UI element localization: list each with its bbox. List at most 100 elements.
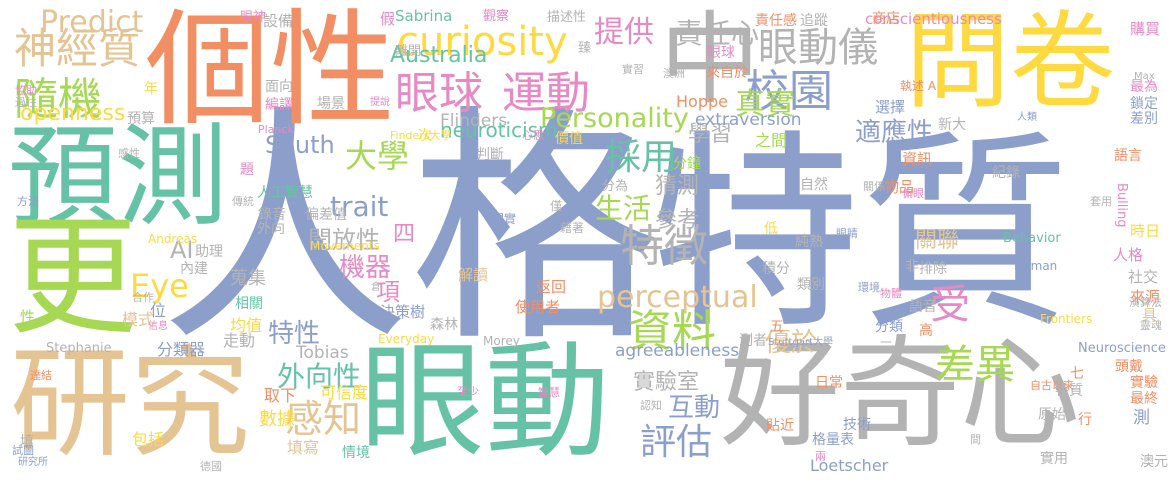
cloud-word: 套用: [1090, 195, 1112, 208]
cloud-word: 眼動: [360, 330, 610, 475]
cloud-word: 描述性: [547, 10, 587, 25]
cloud-word: 預算: [127, 111, 155, 127]
cloud-word: 購買: [1130, 20, 1161, 38]
cloud-word: 取下: [264, 386, 297, 405]
cloud-word: 傳統: [232, 195, 254, 208]
cloud-word: 蒐集: [230, 268, 266, 289]
cloud-word: 方法: [17, 195, 39, 208]
cloud-word: Hoppe: [676, 92, 728, 111]
cloud-word: 助理: [195, 244, 223, 260]
cloud-word: 評估: [640, 422, 713, 463]
cloud-word: Sabrina: [395, 7, 453, 25]
cloud-word: 關聯: [915, 228, 960, 253]
cloud-word: 真實: [735, 87, 795, 122]
cloud-word: curiosity: [397, 19, 568, 65]
cloud-word: 靈魂: [1140, 319, 1162, 332]
cloud-word: 技術: [843, 417, 871, 433]
cloud-word: 自古以來: [1030, 379, 1074, 392]
cloud-word: 關係: [863, 180, 885, 193]
cloud-word: 特質: [650, 112, 1071, 357]
cloud-word: 選擇: [875, 98, 906, 116]
cloud-word: Movements: [310, 239, 380, 253]
cloud-word: 責任感: [755, 13, 797, 29]
cloud-word: Stuttgart大學: [768, 337, 833, 348]
cloud-word: 分類器: [157, 340, 206, 359]
cloud-word: 測者: [739, 333, 767, 349]
cloud-word: 價值: [555, 131, 583, 147]
cloud-word: 互動: [668, 393, 721, 423]
cloud-word: 返回: [536, 278, 567, 296]
cloud-word: 分為: [602, 179, 629, 194]
cloud-word: Bulling: [1114, 183, 1129, 228]
cloud-word: 觀察: [483, 9, 510, 24]
cloud-word: 人類: [1017, 112, 1037, 123]
cloud-word: 分類: [875, 319, 903, 335]
cloud-word: 演算法: [1129, 296, 1162, 309]
cloud-word: 題: [240, 162, 254, 178]
cloud-word: 相關: [235, 296, 263, 312]
cloud-word: 協助: [15, 84, 37, 97]
cloud-word: 頭戴: [1115, 359, 1143, 375]
cloud-word: 受: [930, 282, 970, 328]
cloud-word: 包括: [132, 430, 165, 449]
cloud-word: 開放性: [308, 226, 380, 254]
cloud-word: 積分: [762, 261, 790, 277]
cloud-word: 最終: [1130, 391, 1158, 407]
cloud-word: 非: [905, 259, 919, 275]
cloud-word: 眼睛: [836, 227, 858, 240]
cloud-word: Everyday: [378, 332, 435, 346]
cloud-word: 日常: [815, 375, 843, 391]
cloud-word: 偏差值: [305, 207, 347, 223]
cloud-word: 錄音: [258, 207, 286, 223]
cloud-word: perceptual: [597, 280, 758, 315]
cloud-word: 至少: [457, 385, 479, 398]
cloud-word: 社交: [1128, 268, 1159, 286]
cloud-word: 數據: [259, 409, 295, 430]
cloud-word: 判斷: [476, 147, 504, 163]
cloud-word: 大學: [345, 137, 410, 175]
cloud-word: 性: [20, 308, 36, 326]
cloud-word: 臻: [578, 41, 592, 56]
cloud-word: Flinders: [440, 111, 508, 131]
cloud-word: 時日: [1130, 222, 1161, 240]
cloud-word: Tobias: [296, 343, 349, 363]
cloud-word: 資訊: [902, 150, 933, 168]
cloud-word: 測: [1133, 408, 1150, 428]
cloud-word: 三: [879, 340, 893, 356]
cloud-word: 人格: [160, 84, 660, 375]
cloud-word: Eye: [130, 267, 189, 305]
cloud-word: 紀錄: [992, 165, 1020, 181]
cloud-word: 五: [770, 319, 784, 335]
cloud-word: 差異: [935, 342, 1015, 388]
cloud-word: 均值: [230, 316, 263, 335]
cloud-word: Finders大學: [390, 129, 452, 142]
cloud-word: 追蹤: [800, 13, 828, 29]
cloud-word: 差別: [1130, 111, 1158, 127]
cloud-word: 適應性: [855, 118, 934, 148]
cloud-word: 資料: [628, 306, 716, 357]
cloud-word: 填: [20, 434, 34, 450]
cloud-word: 假: [380, 10, 396, 28]
cloud-word: 物體: [880, 287, 902, 300]
cloud-word: 智慧: [538, 386, 560, 399]
cloud-word: 生活: [595, 192, 652, 225]
cloud-word: 個性: [145, 0, 395, 143]
cloud-word: 提說: [370, 97, 390, 108]
cloud-word: 提供: [594, 15, 654, 50]
cloud-word: Morey: [483, 334, 520, 348]
cloud-word: 學習: [688, 122, 733, 147]
cloud-word: 解讀: [458, 266, 489, 284]
cloud-word: 信息: [148, 321, 168, 332]
cloud-word: 德國: [200, 460, 222, 473]
cloud-word: 特質: [1055, 383, 1083, 399]
cloud-word: Andreas: [148, 232, 198, 246]
cloud-word: 商店: [872, 11, 900, 27]
cloud-word: 模式: [122, 310, 155, 329]
cloud-word: Predict: [40, 5, 144, 40]
cloud-word: 人格: [1113, 246, 1144, 264]
cloud-word: Behavior: [1003, 231, 1061, 246]
cloud-word: 外向性: [277, 360, 362, 393]
cloud-word: 年: [144, 81, 158, 97]
cloud-word: 實習: [622, 63, 644, 76]
cloud-word: 來自於: [706, 65, 748, 81]
